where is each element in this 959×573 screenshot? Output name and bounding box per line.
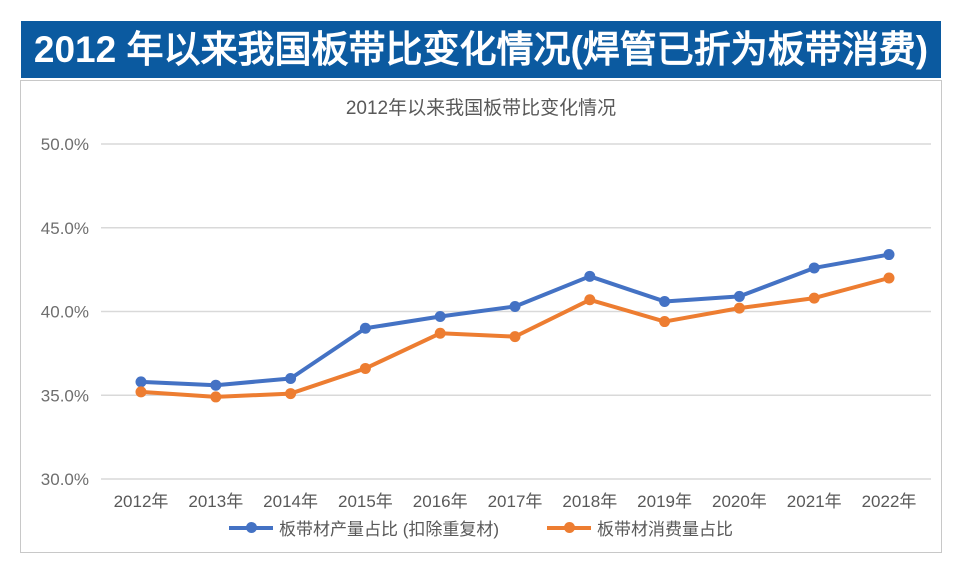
x-axis-tick-label: 2022年 xyxy=(862,492,917,511)
data-point xyxy=(359,362,371,374)
legend-line-dot-icon xyxy=(228,522,273,533)
data-point xyxy=(584,270,596,282)
header-banner: 2012 年以来我国板带比变化情况(焊管已折为板带消费) xyxy=(21,21,941,78)
chart-title: 2012年以来我国板带比变化情况 xyxy=(345,98,617,119)
data-point xyxy=(584,294,596,306)
y-axis-tick-label: 50.0% xyxy=(41,135,89,154)
series-line-0 xyxy=(139,252,891,388)
chart-legend: 板带材产量占比 (扣除重复材) 板带材消费量占比 xyxy=(21,515,941,540)
data-point xyxy=(733,290,745,302)
y-axis-tick-label: 40.0% xyxy=(41,303,89,322)
legend-label-consumption: 板带材消费量占比 xyxy=(597,520,734,539)
x-axis-tick-label: 2020年 xyxy=(712,492,767,511)
data-point xyxy=(883,272,895,284)
x-axis-tick-label: 2018年 xyxy=(562,492,617,511)
data-point xyxy=(210,379,222,391)
legend-item-production: 板带材产量占比 (扣除重复材) xyxy=(228,515,500,540)
data-point xyxy=(285,373,297,384)
data-point xyxy=(135,376,147,388)
data-point xyxy=(434,327,446,339)
header-banner-title: 2012 年以来我国板带比变化情况(焊管已折为板带消费) xyxy=(33,29,929,70)
x-axis-tick-label: 2019年 xyxy=(637,492,692,511)
x-axis-tick-label: 2014年 xyxy=(263,492,318,511)
data-point xyxy=(509,331,521,343)
data-point xyxy=(659,316,671,328)
x-axis-tick-label: 2012年 xyxy=(114,492,169,511)
data-point xyxy=(135,386,147,398)
data-point xyxy=(434,311,446,323)
x-axis-tick-label: 2017年 xyxy=(488,492,543,511)
data-point xyxy=(808,292,820,304)
legend-line-dot-icon xyxy=(547,522,592,533)
data-point xyxy=(509,300,521,312)
data-point xyxy=(210,391,222,403)
legend-label-production: 板带材产量占比 (扣除重复材) xyxy=(278,520,500,539)
data-point xyxy=(808,262,820,274)
data-point xyxy=(285,388,297,400)
legend-item-consumption: 板带材消费量占比 xyxy=(547,515,733,540)
x-axis-tick-label: 2021年 xyxy=(787,492,842,511)
data-point xyxy=(883,249,895,261)
x-axis-tick-label: 2015年 xyxy=(338,492,393,511)
x-axis-tick-label: 2016年 xyxy=(413,492,468,511)
y-axis-tick-label: 45.0% xyxy=(41,219,89,238)
data-point xyxy=(359,322,371,334)
chart-area: 50.0% 45.0% 40.0% 35.0% 30.0% 2012年 2013年 2014年… xyxy=(20,80,942,553)
y-axis-tick-label: 30.0% xyxy=(41,470,89,489)
data-point xyxy=(659,295,671,307)
y-axis-tick-label: 35.0% xyxy=(41,386,89,405)
data-point xyxy=(733,302,745,314)
line-chart-plot: 50.0% 45.0% 40.0% 35.0% 30.0% 2012年 2013年 2014年… xyxy=(41,135,931,511)
x-axis-tick-label: 2013年 xyxy=(188,492,243,511)
